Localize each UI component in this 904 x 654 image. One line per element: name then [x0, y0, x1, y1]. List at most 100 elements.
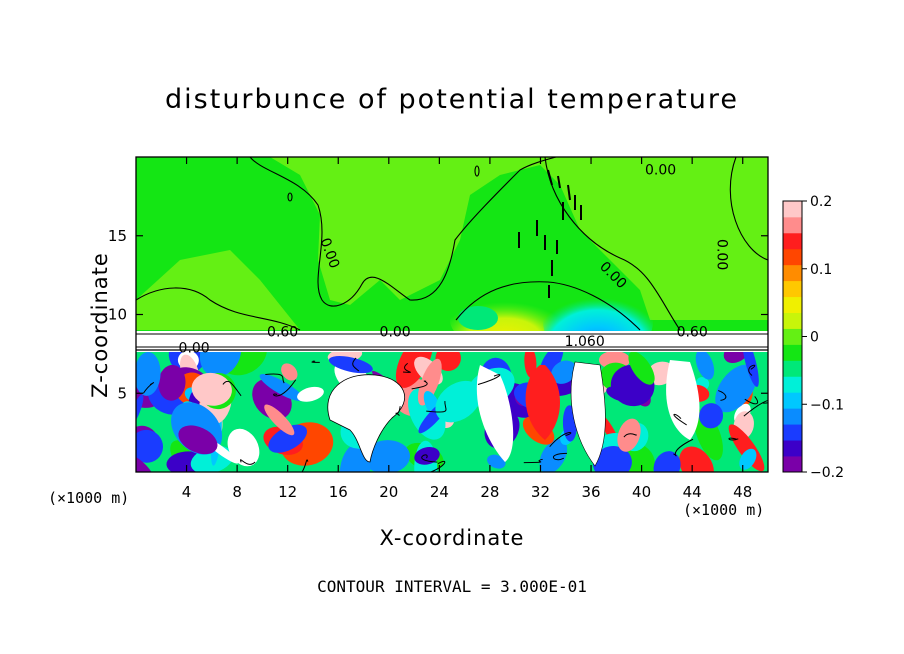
contour-label: 0.60 [267, 325, 298, 341]
contour-label: 1.060 [565, 334, 605, 350]
x-tick-label: 44 [683, 483, 702, 501]
colorbar-swatch [783, 312, 802, 329]
upper-field-light-region [136, 250, 300, 330]
colorbar-swatch [783, 264, 802, 282]
turbulent-blob [199, 352, 242, 377]
contour-line [623, 433, 637, 438]
contour-dash [557, 175, 561, 189]
turbulent-blob [551, 360, 577, 384]
colorbar: 0.2 0.1 0 −0.1 −0.2 [782, 194, 844, 481]
colorbar-swatch [783, 201, 802, 218]
turbulent-blob [739, 448, 757, 470]
contour-line [744, 396, 759, 405]
turbulent-blob [476, 365, 514, 462]
x-tick-label: 36 [581, 483, 600, 501]
x-axis-label: X-coordinate [379, 526, 525, 550]
contour-line [429, 460, 446, 472]
turbulent-blob [297, 386, 324, 402]
contour-line [273, 379, 297, 397]
colorbar-tick-label: 0.2 [810, 194, 832, 210]
x-tick-label: 20 [379, 483, 398, 501]
colorbar-swatch [783, 232, 802, 250]
x-axis: 4 8 12 16 20 24 28 32 36 40 44 48 [182, 157, 752, 501]
turbulent-blob [328, 355, 373, 374]
x-tick-label: 28 [480, 483, 499, 501]
contour-line [673, 413, 687, 426]
contour-line [718, 390, 727, 401]
contour-label: 0.60 [677, 325, 708, 341]
colorbar-tick-label: 0 [810, 330, 819, 346]
y-tick-label: 5 [117, 384, 127, 402]
upper-field-light-region [136, 157, 768, 320]
contour-labels: 0.000.00 0.000.000.60 0.600.000.00 1.060 [179, 162, 730, 356]
turbulent-blob [525, 365, 560, 440]
turbulent-blob [742, 352, 759, 387]
turbulent-blob [435, 380, 482, 423]
contour-line [553, 452, 567, 461]
turbulent-blob [487, 454, 506, 469]
turbulent-blob [699, 403, 724, 429]
contour-line [136, 287, 301, 331]
contour-line [729, 157, 768, 261]
colorbar-swatch [783, 424, 802, 441]
y-tick-label: 15 [108, 227, 127, 245]
turbulent-blob [628, 352, 655, 385]
contour-line [523, 458, 543, 464]
colorbar-swatch [783, 408, 802, 425]
x-tick-label: 12 [278, 483, 297, 501]
colorbar-swatch [783, 248, 802, 266]
contour-line [474, 165, 480, 177]
contour-line [544, 157, 681, 331]
turbulent-blobs [136, 352, 768, 472]
contour-line [455, 281, 641, 331]
y-tick-label: 10 [108, 306, 127, 324]
contour-line [265, 373, 285, 384]
x-tick-label: 40 [632, 483, 651, 501]
x-tick-label: 48 [733, 483, 752, 501]
turbulent-blob [191, 372, 232, 406]
contour-line [673, 438, 694, 457]
turbulent-blob [264, 404, 295, 436]
colorbar-swatch [783, 344, 802, 361]
contour-label: 0.00 [179, 340, 210, 356]
turbulent-blob [435, 352, 461, 372]
contour-label: 0.00 [713, 239, 729, 270]
contour-line [222, 380, 242, 397]
turbulent-blob [524, 352, 537, 379]
colorbar-swatch [783, 328, 802, 345]
colorbar-swatch [783, 280, 802, 298]
contour-line [748, 364, 756, 376]
contour-line [421, 454, 438, 463]
turbulent-blob [327, 374, 405, 463]
x-tick-label: 24 [430, 483, 449, 501]
heatmap-field [136, 157, 768, 472]
x-axis-unit: (×1000 m) [683, 501, 765, 519]
x-tick-label: 8 [232, 483, 242, 501]
x-tick-label: 32 [531, 483, 550, 501]
contour-line [426, 401, 447, 413]
chart-title: disturbunce of potential temperature [165, 84, 739, 115]
colorbar-swatch [783, 440, 802, 457]
turbulent-blob [136, 453, 155, 472]
colorbar-swatch [783, 456, 802, 473]
turbulent-blob [136, 352, 161, 396]
turbulent-blob [617, 418, 641, 452]
contour-line [142, 382, 155, 394]
contour-line [395, 406, 401, 416]
contour-line [352, 357, 360, 372]
colorbar-swatch [783, 296, 802, 313]
y-axis-unit: (×1000 m) [48, 489, 130, 507]
colorbar-tick-label: −0.2 [810, 465, 844, 481]
turbulent-blob [653, 451, 681, 472]
contour-line [549, 432, 572, 447]
turbulent-blob [570, 361, 606, 467]
contour-line [311, 360, 320, 363]
contour-line [477, 374, 501, 385]
contour-line [743, 399, 768, 417]
turbulent-blob [259, 373, 304, 402]
x-tick-label: 16 [329, 483, 348, 501]
contour-line [239, 459, 256, 465]
upper-contour-dashes [518, 169, 582, 298]
